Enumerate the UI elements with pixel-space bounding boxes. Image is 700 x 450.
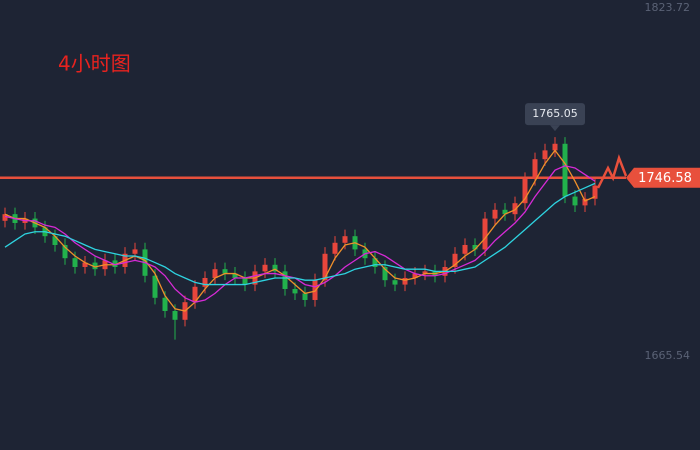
candle-body: [372, 258, 378, 267]
moving-average-line: [4, 165, 596, 303]
candle-body: [562, 143, 568, 197]
current-price-tag: [626, 167, 700, 188]
chart-title: 4小时图: [58, 52, 131, 76]
candle-body: [52, 236, 58, 245]
candle-body: [322, 253, 328, 281]
candle-body: [402, 277, 408, 285]
candle-body: [522, 178, 528, 204]
candle-body: [382, 266, 388, 281]
candle-body: [82, 262, 88, 267]
moving-average-line: [4, 182, 596, 286]
candle-body: [272, 264, 278, 272]
candle-body: [532, 159, 538, 179]
candle-body: [492, 209, 498, 219]
y-tick-label: 1665.54: [645, 349, 691, 362]
candle-body: [312, 280, 318, 300]
candle-body: [202, 277, 208, 287]
candle-body: [132, 249, 138, 254]
candle-body: [512, 203, 518, 215]
candle-body: [62, 244, 68, 259]
moving-average-line: [4, 149, 596, 312]
candle-body: [152, 275, 158, 298]
candle-body: [2, 214, 8, 221]
candle-body: [92, 262, 98, 270]
candle-body: [222, 269, 228, 274]
candle-body: [412, 273, 418, 278]
candle-body: [292, 288, 298, 294]
candle-body: [582, 198, 588, 206]
candle-body: [302, 293, 308, 300]
candle-body: [452, 253, 458, 267]
candle-body: [192, 286, 198, 303]
candle-body: [392, 280, 398, 285]
candle-body: [242, 277, 248, 285]
candle-body: [502, 209, 508, 215]
high-label: 1765.05: [532, 107, 578, 120]
candle-body: [112, 260, 118, 267]
current-price-label: 1746.58: [638, 171, 692, 186]
candle-body: [572, 196, 578, 206]
candle-body: [332, 242, 338, 254]
candle-body: [552, 143, 558, 151]
high-tooltip-box: [525, 103, 585, 126]
high-tooltip-pointer: [550, 125, 560, 132]
projection-arrow: [596, 154, 628, 189]
candle-body: [542, 150, 548, 160]
candle-body: [162, 297, 168, 311]
candle-body: [342, 236, 348, 243]
candle-body: [262, 264, 268, 272]
candle-body: [172, 310, 178, 320]
candle-body: [472, 244, 478, 250]
candle-body: [482, 218, 488, 250]
candle-body: [72, 258, 78, 267]
candle-body: [462, 244, 468, 254]
y-tick-label: 1823.72: [645, 1, 691, 14]
candle-body: [232, 273, 238, 278]
candle-body: [592, 185, 598, 199]
candle-body: [282, 271, 288, 289]
candle-body: [422, 271, 428, 274]
candle-body: [212, 269, 218, 278]
